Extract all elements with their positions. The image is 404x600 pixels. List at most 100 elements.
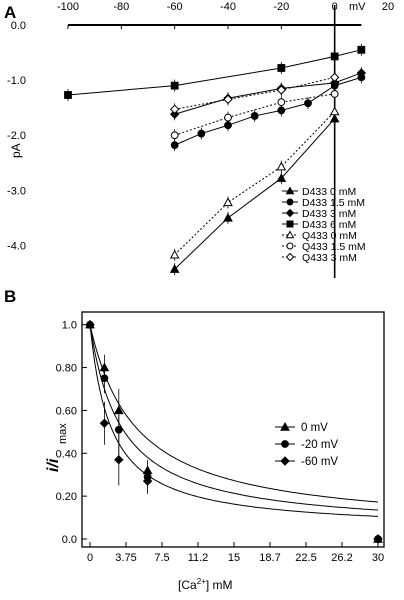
panel-a-data-point bbox=[276, 161, 287, 171]
panel-a-data-point bbox=[223, 212, 233, 222]
panel-b-y-tick-label: 0.0 bbox=[62, 534, 77, 546]
panel-a-x-tick-label: 20 bbox=[382, 1, 394, 13]
panel-a-legend-label: Q433 0 mM bbox=[302, 230, 357, 242]
panel-a-series-line bbox=[174, 76, 362, 146]
panel-b-data-point bbox=[114, 455, 124, 465]
panel-b-x-tick-label: 18.7 bbox=[259, 552, 280, 564]
panel-b-y-label-main: i/i bbox=[45, 458, 62, 472]
panel-a-legend-marker bbox=[286, 220, 294, 228]
panel-a-legend-label: D433 1.5 mM bbox=[302, 197, 365, 209]
panel-a-y-tick-label: -2.0 bbox=[7, 130, 26, 142]
panel-a-data-point bbox=[276, 173, 287, 182]
panel-b-data-point bbox=[373, 534, 383, 544]
panel-a-data-point bbox=[223, 197, 233, 207]
panel-b-data-point bbox=[114, 425, 123, 434]
panel-b-y-label: i/i max bbox=[45, 423, 69, 472]
panel-b-legend-marker bbox=[280, 421, 290, 431]
panel-a-legend-marker bbox=[286, 242, 294, 250]
panel-a-x-unit: mV bbox=[349, 1, 366, 13]
panel-b-legend-marker bbox=[281, 440, 289, 448]
panel-b-x-tick-label: 22.5 bbox=[295, 552, 316, 564]
panel-a-data-point bbox=[64, 91, 72, 99]
panel-b-letter: B bbox=[4, 287, 16, 306]
panel-b-x-tick-label: 11.2 bbox=[188, 552, 209, 564]
panel-a-chart: -100 -80 -60 -40 -20 0 20 0.0 -1.0 -2.0 -3.0 -4.0 D4… bbox=[7, 1, 394, 278]
panel-b-y-label-sub: max bbox=[57, 423, 69, 444]
panel-a-data-point bbox=[277, 98, 286, 107]
panel-a-data-point bbox=[357, 45, 366, 54]
panel-b-x-tick-label: 26.2 bbox=[331, 552, 352, 564]
panel-a-legend-marker bbox=[285, 186, 295, 195]
panel-a-y-tick-label: 0.0 bbox=[11, 20, 26, 32]
panel-a-data-point bbox=[250, 112, 259, 120]
panel-a-data-point bbox=[197, 129, 206, 138]
panel-a-legend-label: D433 3 mM bbox=[302, 208, 356, 220]
panel-a-data-point bbox=[224, 113, 232, 122]
panel-a-legend-marker bbox=[285, 208, 295, 218]
panel-a-legend-marker bbox=[286, 198, 294, 206]
panel-a-legend-marker bbox=[285, 230, 295, 239]
panel-a-legend-label: Q433 3 mM bbox=[302, 252, 357, 264]
panel-a-legend-marker bbox=[285, 252, 295, 262]
panel-a-legend-label: D433 6 mM bbox=[302, 219, 356, 231]
panel-a-data-point bbox=[277, 64, 286, 72]
panel-a-y-label: pA bbox=[9, 143, 23, 158]
panel-a-data-point bbox=[170, 81, 179, 90]
panel-a-letter: A bbox=[4, 3, 16, 22]
panel-b-legend-marker bbox=[280, 456, 290, 466]
panel-b-fit-curve bbox=[89, 324, 379, 503]
panel-a-data-point bbox=[356, 68, 367, 78]
panel-b-data-point bbox=[85, 320, 95, 330]
panel-a-x-tick-label: -20 bbox=[273, 1, 289, 13]
panel-a-legend-label: D433 0 mM bbox=[302, 186, 356, 198]
panel-b-x-label-suffix: ] mM bbox=[206, 578, 233, 592]
panel-b-chart: 0 3.75 7.5 11.2 15 18.7 22.5 26.2 30 0.0 0.20 0.40 0… bbox=[56, 311, 385, 564]
panel-b-x-tick-label: 7.5 bbox=[154, 552, 169, 564]
panel-a-data-point bbox=[329, 106, 340, 116]
panel-a-data-point bbox=[223, 94, 233, 105]
panel-a-x-tick-label: -60 bbox=[167, 1, 183, 13]
panel-a-series-line bbox=[174, 76, 335, 110]
panel-a-data-point bbox=[329, 113, 340, 123]
panel-a-series-line bbox=[174, 93, 335, 136]
panel-b-x-label: [Ca2+] mM bbox=[178, 577, 232, 592]
panel-b-legend-label: -20 mV bbox=[301, 439, 338, 451]
panel-b-data-point bbox=[99, 418, 110, 428]
panel-b-y-tick-label: 0.80 bbox=[56, 363, 77, 375]
panel-a-data-point bbox=[170, 141, 179, 150]
panel-a-data-point bbox=[169, 249, 180, 259]
panel-b-y-tick-label: 1.0 bbox=[62, 320, 77, 332]
panel-a-data-point bbox=[276, 85, 287, 95]
panel-b-y-tick-label: 0.40 bbox=[56, 448, 77, 460]
panel-b-x-tick-label: 30 bbox=[372, 552, 384, 564]
panel-a-y-tick-label: -3.0 bbox=[7, 185, 26, 197]
panel-b-frame bbox=[81, 311, 385, 548]
panel-b-y-tick-label: 0.60 bbox=[56, 405, 77, 417]
panel-a-series-line bbox=[174, 118, 336, 270]
panel-a-data-point bbox=[170, 131, 179, 140]
panel-a-data-point bbox=[330, 52, 339, 61]
panel-a-series-line bbox=[67, 49, 362, 96]
panel-a-y-tick-label: -4.0 bbox=[7, 240, 26, 252]
panel-a-data-point bbox=[330, 89, 339, 98]
panel-a-series-line bbox=[174, 111, 336, 256]
panel-b-y-tick-label: 0.20 bbox=[56, 491, 77, 503]
panel-b-fit-curve bbox=[89, 324, 379, 517]
panel-a-data-point bbox=[169, 264, 180, 273]
panel-a-data-point bbox=[329, 72, 340, 83]
panel-b-legend-label: -60 mV bbox=[301, 456, 338, 468]
panel-a-x-tick-label: -40 bbox=[220, 1, 236, 13]
panel-a-data-point bbox=[169, 104, 180, 115]
panel-b-x-tick-label: 0 bbox=[87, 552, 93, 564]
panel-a-x-tick-label: -80 bbox=[113, 1, 129, 13]
panel-a-y-tick-label: -1.0 bbox=[7, 75, 26, 87]
panel-b-x-tick-label: 15 bbox=[228, 552, 240, 564]
panel-b-x-tick-label: 3.75 bbox=[115, 552, 136, 564]
panel-b-x-label-sup: 2+ bbox=[197, 577, 206, 586]
panel-a-legend-label: Q433 1.5 mM bbox=[302, 241, 366, 253]
panel-b-data-point bbox=[100, 374, 109, 383]
panel-b-legend-label: 0 mV bbox=[301, 422, 328, 434]
panel-a-x-tick-label: 0 bbox=[332, 1, 338, 13]
